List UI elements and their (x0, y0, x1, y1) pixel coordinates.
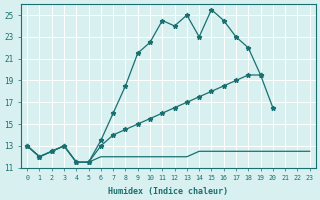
X-axis label: Humidex (Indice chaleur): Humidex (Indice chaleur) (108, 187, 228, 196)
